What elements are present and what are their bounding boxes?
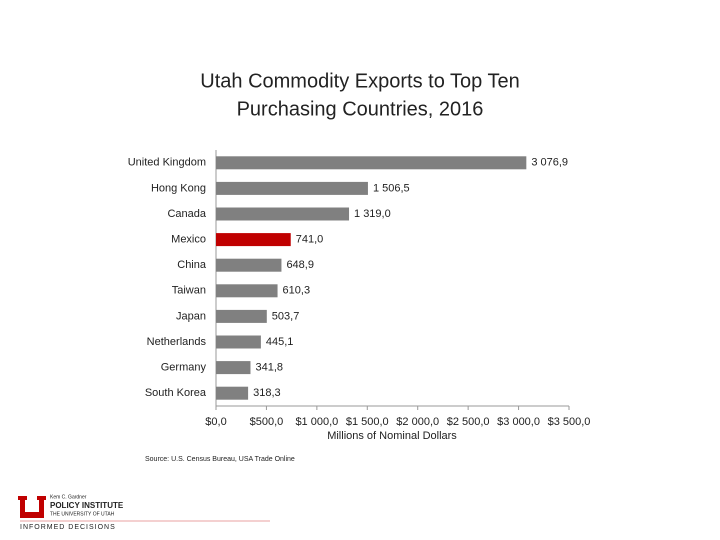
chart-title: Utah Commodity Exports to Top Ten [200,70,519,92]
y-tick-label: Germany [161,362,207,374]
bar [216,258,282,272]
value-label: 318,3 [253,387,281,399]
y-tick-label: Hong Kong [151,182,206,194]
value-label: 445,1 [266,336,294,348]
value-label: 741,0 [296,234,324,246]
x-tick-label: $0,0 [205,416,226,428]
value-label: 1 506,5 [373,182,410,194]
logo-serif [18,496,27,500]
bar [216,284,278,298]
logo-tagline: INFORMED DECISIONS [20,524,116,531]
x-tick-label: $3 500,0 [548,416,591,428]
value-label: 1 319,0 [354,208,391,220]
x-tick-label: $1 500,0 [346,416,389,428]
bar [216,207,350,221]
x-tick-label: $2 500,0 [447,416,490,428]
logo-text: THE UNIVERSITY OF UTAH [50,511,115,517]
logo: Kem C. Gardner POLICY INSTITUTE THE UNIV… [18,494,270,531]
bar [216,361,251,375]
y-tick-label: Canada [167,208,206,220]
x-tick-label: $3 000,0 [497,416,540,428]
y-tick-label: South Korea [145,387,207,399]
bar [216,386,249,400]
value-label: 3 076,9 [531,157,568,169]
logo-text: Kem C. Gardner [50,494,87,500]
bar [216,233,291,247]
y-tick-label: Netherlands [147,336,207,348]
bar [216,309,267,323]
value-label: 610,3 [283,285,311,297]
bar [216,335,261,349]
x-tick-label: $1 000,0 [295,416,338,428]
x-tick-label: $2 000,0 [396,416,439,428]
bar [216,181,368,195]
y-tick-label: Mexico [171,234,206,246]
value-label: 503,7 [272,310,300,322]
value-label: 648,9 [286,259,314,271]
logo-text: POLICY INSTITUTE [50,501,124,510]
y-tick-label: China [177,259,207,271]
value-label: 341,8 [255,362,283,374]
source: Source: U.S. Census Bureau, USA Trade On… [145,456,295,463]
y-tick-label: Japan [176,310,206,322]
y-tick-label: Taiwan [172,285,206,297]
logo-serif [37,496,46,500]
y-tick-label: United Kingdom [128,157,206,169]
bar [216,156,527,170]
x-tick-label: $500,0 [250,416,284,428]
chart-subtitle: Purchasing Countries, 2016 [237,98,484,120]
x-axis-label: Millions of Nominal Dollars [327,430,457,442]
logo-cut [25,496,39,512]
